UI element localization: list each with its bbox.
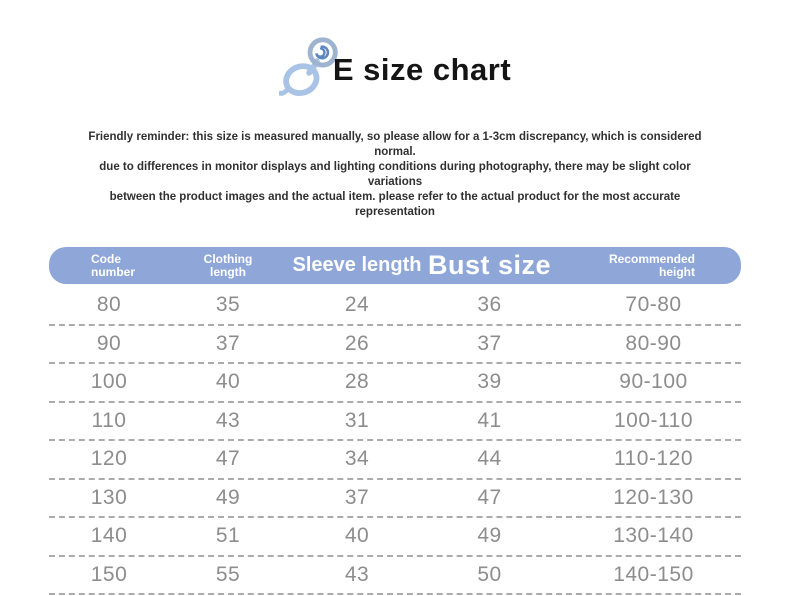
cell-sleeve-length: 37 [344,485,370,509]
cell-bust-size: 39 [477,370,502,394]
reminder-line: between the product images and the actua… [109,191,681,218]
cell-recommended-height: 120-130 [613,485,694,509]
friendly-reminder: Friendly reminder: this size is measured… [75,130,715,220]
cell-sleeve-length: 31 [344,408,370,432]
cell-bust-size: 47 [477,485,502,509]
cell-recommended-height: 100-110 [613,408,693,432]
cell-code-number: 90 [96,331,122,355]
cell-clothing-length: 49 [215,485,241,509]
cell-bust-size: 44 [477,447,502,471]
cell-code-number: 100 [90,370,128,394]
cell-recommended-height: 80-90 [625,331,682,355]
page-title: E size chart [332,52,512,87]
cell-sleeve-length: 24 [344,293,370,317]
size-table-header: Code number Clothing length Sleeve lengt… [49,247,741,284]
header-label: Recommended [608,251,695,266]
measuring-ribbon-icon [278,37,338,96]
header-label: number [91,264,136,279]
cell-code-number: 130 [90,485,128,509]
table-row: 100 40 28 39 90-100 [49,364,741,403]
header-cell-code-number: Code number [49,251,169,279]
reminder-line: Friendly reminder: this size is measured… [88,131,702,158]
reminder-line: due to differences in monitor displays a… [99,161,691,188]
cell-sleeve-length: 43 [344,562,370,586]
size-chart-page: E size chart Friendly reminder: this siz… [0,30,790,595]
cell-code-number: 80 [96,293,122,317]
header-label: Clothing [203,251,253,266]
header-cell-clothing-length: Clothing length [169,251,287,279]
size-table-body: 80 35 24 36 70-80 90 37 26 37 80-90 100 … [49,287,741,595]
cell-bust-size: 49 [477,524,502,548]
cell-recommended-height: 130-140 [613,524,694,548]
table-row: 110 43 31 41 100-110 [49,403,741,441]
header-cell-sleeve-length: Sleeve length [292,254,422,276]
table-row: 90 37 26 37 80-90 [49,326,741,364]
cell-recommended-height: 110-120 [613,447,693,471]
header-label: Code [91,251,121,266]
cell-clothing-length: 35 [215,293,241,317]
cell-clothing-length: 37 [215,331,241,355]
table-row: 80 35 24 36 70-80 [49,287,741,326]
table-row: 150 55 43 50 140-150 [49,557,741,595]
size-table: Code number Clothing length Sleeve lengt… [49,247,741,595]
cell-code-number: 150 [90,562,128,586]
cell-bust-size: 50 [477,562,502,586]
cell-sleeve-length: 28 [344,370,370,394]
header-label: height [659,264,695,279]
cell-recommended-height: 90-100 [619,370,688,394]
header-label: length [210,264,246,279]
cell-recommended-height: 70-80 [625,293,682,317]
cell-code-number: 120 [90,447,128,471]
cell-clothing-length: 47 [215,447,241,471]
table-row: 140 51 40 49 130-140 [49,518,741,557]
cell-code-number: 110 [91,408,127,432]
cell-clothing-length: 55 [215,562,241,586]
cell-bust-size: 36 [477,293,502,317]
table-row: 130 49 37 47 120-130 [49,480,741,518]
cell-recommended-height: 140-150 [613,562,694,586]
cell-clothing-length: 40 [215,370,241,394]
cell-sleeve-length: 26 [344,331,370,355]
table-row: 120 47 34 44 110-120 [49,441,741,480]
cell-clothing-length: 43 [215,408,241,432]
cell-code-number: 140 [90,524,128,548]
header-cell-bust-size: Bust size [427,250,552,280]
cell-sleeve-length: 40 [344,524,370,548]
cell-clothing-length: 51 [215,524,241,548]
title-row: E size chart [0,30,790,100]
cell-sleeve-length: 34 [344,447,370,471]
cell-bust-size: 41 [477,408,502,432]
cell-bust-size: 37 [477,331,502,355]
header-cell-recommended-height: Recommended height [552,251,741,279]
